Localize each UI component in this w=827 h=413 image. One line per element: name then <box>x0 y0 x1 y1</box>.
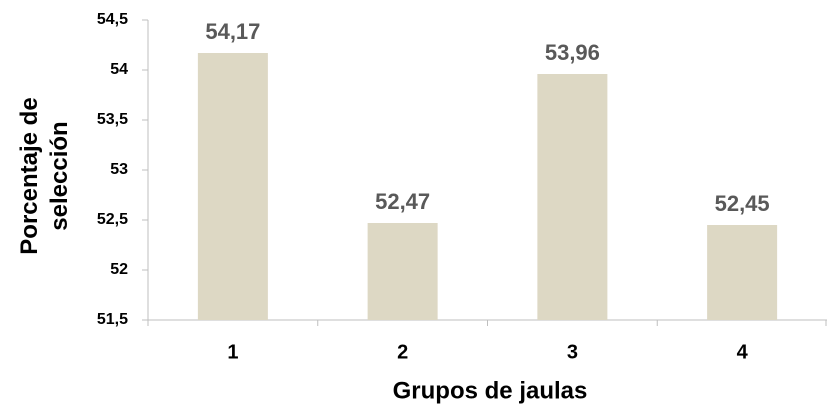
value-label: 54,17 <box>205 19 260 44</box>
bar <box>707 225 778 320</box>
y-axis-title: Porcentaje de selección <box>16 97 73 255</box>
x-axis-title: Grupos de jaulas <box>393 377 588 404</box>
bar <box>197 53 268 320</box>
y-tick-label: 54,5 <box>97 11 128 28</box>
y-tick-label: 51,5 <box>97 311 128 328</box>
value-label: 52,45 <box>715 191 770 216</box>
value-label: 52,47 <box>375 189 430 214</box>
x-tick-label: 3 <box>567 341 578 363</box>
x-tick-label: 2 <box>397 341 408 363</box>
y-tick-label: 52,5 <box>97 211 128 228</box>
y-tick-label: 53,5 <box>97 111 128 128</box>
y-tick-label: 54 <box>110 61 128 78</box>
bar <box>537 74 608 320</box>
value-label: 53,96 <box>545 40 600 65</box>
y-tick-label: 53 <box>110 161 128 178</box>
bar <box>367 223 438 320</box>
x-tick-label: 1 <box>227 341 238 363</box>
y-tick-label: 52 <box>110 261 128 278</box>
x-tick-label: 4 <box>737 341 749 363</box>
